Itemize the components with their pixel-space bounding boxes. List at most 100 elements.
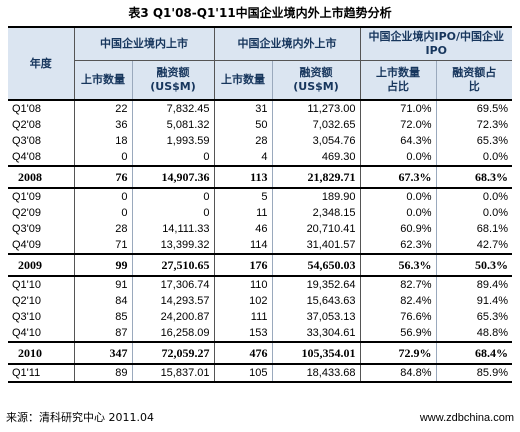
header-all-amount: 融资额 (US$M) bbox=[271, 60, 360, 101]
cell-s-count: 0.0% bbox=[359, 149, 436, 166]
cell-s-count: 84.8% bbox=[359, 364, 436, 383]
table-row: Q3'08 18 1,993.59 28 3,054.76 64.3% 65.3% bbox=[8, 133, 512, 149]
cell-d-amount: 7,832.45 bbox=[131, 100, 214, 117]
table-row: Q1'10 91 17,306.74 110 19,352.64 82.7% 89.4% bbox=[8, 276, 512, 293]
table-row: Q1'11 89 15,837.01 105 18,433.68 84.8% 85.9% bbox=[8, 364, 512, 383]
cell-s-amount: 0.0% bbox=[435, 205, 512, 221]
cell-d-count: 85 bbox=[73, 309, 132, 325]
cell-a-count: 114 bbox=[213, 237, 272, 254]
cell-a-amount: 37,053.13 bbox=[271, 309, 360, 325]
cell-s-count: 60.9% bbox=[359, 221, 436, 237]
cell-a-count: 113 bbox=[213, 165, 272, 189]
cell-a-count: 28 bbox=[213, 133, 272, 149]
cell-d-amount: 17,306.74 bbox=[131, 276, 214, 293]
cell-s-count: 71.0% bbox=[359, 100, 436, 117]
cell-d-count: 99 bbox=[73, 253, 132, 277]
cell-s-count: 82.7% bbox=[359, 276, 436, 293]
cell-d-count: 36 bbox=[73, 117, 132, 133]
cell-d-amount: 0 bbox=[131, 205, 214, 221]
cell-d-amount: 0 bbox=[131, 188, 214, 205]
cell-period: Q2'08 bbox=[12, 119, 42, 131]
cell-s-amount: 68.1% bbox=[435, 221, 512, 237]
cell-s-amount: 50.3% bbox=[435, 253, 512, 277]
cell-d-amount: 1,993.59 bbox=[131, 133, 214, 149]
cell-period: Q1'08 bbox=[12, 103, 42, 115]
cell-a-amount: 33,304.61 bbox=[271, 325, 360, 342]
cell-d-amount: 13,399.32 bbox=[131, 237, 214, 254]
header-group-share: 中国企业境内IPO/中国企业IPO bbox=[359, 26, 512, 61]
cell-a-amount: 21,829.71 bbox=[271, 165, 360, 189]
footer: 来源：清科研究中心 2011.04 www.zdbchina.com bbox=[6, 408, 514, 428]
cell-s-amount: 89.4% bbox=[435, 276, 512, 293]
cell-a-count: 4 bbox=[213, 149, 272, 166]
cell-d-amount: 27,510.65 bbox=[131, 253, 214, 277]
cell-s-count: 67.3% bbox=[359, 165, 436, 189]
cell-s-count: 62.3% bbox=[359, 237, 436, 254]
cell-period: Q1'11 bbox=[8, 364, 74, 383]
header-all-count: 上市数量 bbox=[213, 60, 272, 101]
cell-d-amount: 72,059.27 bbox=[131, 341, 214, 365]
cell-d-count: 0 bbox=[73, 188, 132, 205]
cell-a-amount: 105,354.01 bbox=[271, 341, 360, 365]
header-year: 年度 bbox=[8, 26, 74, 101]
cell-period: Q4'10 bbox=[12, 327, 42, 339]
cell-period: Q3'09 bbox=[12, 223, 42, 235]
cell-s-amount: 65.3% bbox=[435, 133, 512, 149]
cell-period: 2008 bbox=[8, 165, 74, 189]
cell-s-count: 64.3% bbox=[359, 133, 436, 149]
table-row: Q1'09 0 0 5 189.90 0.0% 0.0% bbox=[8, 188, 512, 205]
cell-period: Q1'09 bbox=[12, 191, 42, 203]
cell-period: Q3'10 bbox=[12, 311, 42, 323]
cell-s-amount: 0.0% bbox=[435, 149, 512, 166]
cell-a-count: 31 bbox=[213, 100, 272, 117]
cell-a-count: 105 bbox=[213, 364, 272, 383]
cell-d-amount: 14,907.36 bbox=[131, 165, 214, 189]
cell-a-amount: 15,643.63 bbox=[271, 293, 360, 309]
cell-a-count: 111 bbox=[213, 309, 272, 325]
cell-d-count: 84 bbox=[73, 293, 132, 309]
cell-a-count: 476 bbox=[213, 341, 272, 365]
cell-d-amount: 16,258.09 bbox=[131, 325, 214, 342]
source-note: 来源：清科研究中心 2011.04 bbox=[6, 411, 154, 424]
cell-d-count: 0 bbox=[73, 149, 132, 166]
header-group-domestic: 中国企业境内上市 bbox=[73, 26, 214, 61]
cell-a-count: 110 bbox=[213, 276, 272, 293]
cell-d-count: 71 bbox=[73, 237, 132, 254]
cell-s-count: 0.0% bbox=[359, 205, 436, 221]
table-row: Q4'10 87 16,258.09 153 33,304.61 56.9% 48.8% bbox=[8, 325, 512, 342]
table-row-annual-total: 2010 347 72,059.27 476 105,354.01 72.9% 68.4% bbox=[8, 341, 512, 365]
cell-d-count: 87 bbox=[73, 325, 132, 342]
cell-s-amount: 85.9% bbox=[435, 364, 512, 383]
header-group-all: 中国企业境内外上市 bbox=[213, 26, 360, 61]
cell-a-amount: 3,054.76 bbox=[271, 133, 360, 149]
cell-d-count: 89 bbox=[73, 364, 132, 383]
cell-d-count: 0 bbox=[73, 205, 132, 221]
table-row: Q4'08 0 0 4 469.30 0.0% 0.0% bbox=[8, 149, 512, 166]
cell-s-count: 72.0% bbox=[359, 117, 436, 133]
header-share-count: 上市数量 占比 bbox=[359, 60, 436, 101]
header-domestic-amount: 融资额 (US$M) bbox=[131, 60, 214, 101]
cell-s-amount: 48.8% bbox=[435, 325, 512, 342]
cell-a-amount: 18,433.68 bbox=[271, 364, 360, 383]
cell-period: Q1'10 bbox=[12, 279, 42, 291]
cell-period: Q4'08 bbox=[12, 151, 42, 163]
cell-s-count: 56.9% bbox=[359, 325, 436, 342]
table-row: Q3'09 28 14,111.33 46 20,710.41 60.9% 68.1% bbox=[8, 221, 512, 237]
cell-s-amount: 0.0% bbox=[435, 188, 512, 205]
cell-s-amount: 42.7% bbox=[435, 237, 512, 254]
cell-d-amount: 15,837.01 bbox=[131, 364, 214, 383]
cell-s-count: 72.9% bbox=[359, 341, 436, 365]
table-row: Q2'10 84 14,293.57 102 15,643.63 82.4% 91.4% bbox=[8, 293, 512, 309]
cell-a-count: 5 bbox=[213, 188, 272, 205]
cell-d-count: 347 bbox=[73, 341, 132, 365]
table-row: Q2'08 36 5,081.32 50 7,032.65 72.0% 72.3% bbox=[8, 117, 512, 133]
cell-period: Q2'10 bbox=[12, 295, 42, 307]
cell-a-amount: 2,348.15 bbox=[271, 205, 360, 221]
cell-d-count: 18 bbox=[73, 133, 132, 149]
table-title: 表3 Q1'08-Q1'11中国企业境内外上市趋势分析 bbox=[128, 6, 392, 20]
cell-a-count: 46 bbox=[213, 221, 272, 237]
cell-s-amount: 65.3% bbox=[435, 309, 512, 325]
header-domestic-count: 上市数量 bbox=[73, 60, 132, 101]
cell-s-amount: 91.4% bbox=[435, 293, 512, 309]
